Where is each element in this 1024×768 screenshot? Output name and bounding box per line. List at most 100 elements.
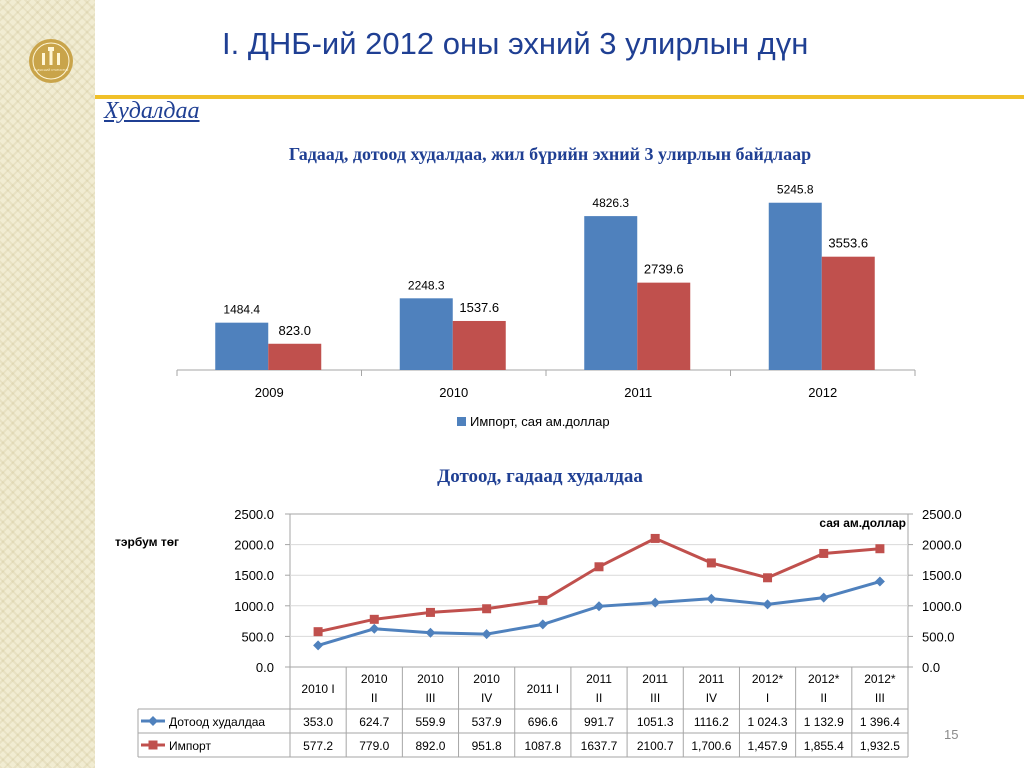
table-value-cell: 1 396.4	[860, 715, 900, 729]
export-bar-label: 2739.6	[644, 262, 684, 277]
import-bar	[584, 216, 638, 370]
table-value-cell: 577.2	[303, 739, 333, 753]
table-category-label: 2012*	[752, 672, 784, 686]
left-y-tick-label: 1000.0	[234, 599, 274, 614]
import-point	[763, 573, 773, 583]
import-legend-marker	[148, 740, 158, 750]
table-category-label: I	[766, 691, 769, 705]
table-value-cell: 1,855.4	[804, 739, 844, 753]
domestic-trade-point	[706, 593, 717, 604]
table-category-label: 2010	[417, 672, 444, 686]
import-legend-label: Импорт	[169, 739, 211, 753]
bar-legend-label: Импорт, сая ам.доллар	[470, 414, 610, 429]
table-value-cell: 1637.7	[581, 739, 618, 753]
table-value-cell: 1 132.9	[804, 715, 844, 729]
table-category-label: 2012*	[864, 672, 896, 686]
import-bar-label: 5245.8	[777, 183, 814, 197]
table-value-cell: 559.9	[415, 715, 445, 729]
domestic-trade-point	[818, 592, 829, 603]
table-category-label: III	[875, 691, 885, 705]
domestic-trade-point	[369, 623, 380, 634]
import-bar-label: 1484.4	[223, 303, 260, 317]
import-bar	[215, 322, 269, 370]
import-point	[594, 562, 604, 572]
import-bar-label: 4826.3	[592, 196, 629, 210]
left-y-tick-label: 0.0	[256, 660, 274, 675]
bar-chart-title: Гадаад, дотоод худалдаа, жил бүрийн эхни…	[288, 144, 812, 164]
table-category-label: II	[371, 691, 378, 705]
logo-text: ҮНДЭСНИЙ СТАТИСТИК	[34, 68, 69, 72]
table-value-cell: 951.8	[472, 739, 502, 753]
domestic-trade-point	[762, 599, 773, 610]
line-chart-title: Дотоод, гадаад худалдаа	[437, 466, 643, 487]
left-y-tick-label: 2000.0	[234, 538, 274, 553]
import-point	[538, 595, 548, 605]
import-point	[875, 544, 885, 554]
table-value-cell: 2100.7	[637, 739, 674, 753]
table-value-cell: 624.7	[359, 715, 389, 729]
table-category-label: 2012*	[808, 672, 840, 686]
left-y-tick-label: 500.0	[241, 629, 274, 644]
domestic-trade-point	[481, 629, 492, 640]
import-bar	[768, 202, 822, 370]
export-bar	[268, 343, 322, 370]
import-point	[706, 558, 716, 568]
title-divider	[95, 95, 1024, 99]
right-axis-unit: сая ам.доллар	[819, 516, 906, 530]
domestic-legend-marker	[148, 716, 158, 726]
import-line	[317, 536, 881, 634]
domestic-trade-point	[537, 619, 548, 630]
left-axis-unit: тэрбум төг	[115, 535, 179, 549]
table-category-label: II	[596, 691, 603, 705]
left-y-tick-label: 2500.0	[234, 507, 274, 522]
bar-legend-swatch	[457, 417, 466, 426]
table-category-label: II	[820, 691, 827, 705]
bar-category-label: 2010	[439, 385, 468, 400]
section-heading: Худалдаа	[104, 98, 200, 124]
table-category-label: 2011	[586, 672, 612, 686]
table-value-cell: 1087.8	[524, 739, 561, 753]
export-bar	[452, 320, 506, 370]
decorative-side-strip: ҮНДЭСНИЙ СТАТИСТИК	[0, 0, 95, 768]
right-y-tick-label: 1500.0	[922, 568, 962, 583]
table-value-cell: 537.9	[472, 715, 502, 729]
table-value-cell: 991.7	[584, 715, 614, 729]
right-y-tick-label: 500.0	[922, 629, 955, 644]
import-point	[425, 607, 435, 617]
import-point	[369, 614, 379, 624]
domestic-trade-line	[317, 580, 881, 647]
table-value-cell: 353.0	[303, 715, 333, 729]
export-bar-label: 823.0	[278, 323, 311, 338]
table-value-cell: 1,932.5	[860, 739, 900, 753]
import-point	[482, 604, 492, 614]
table-category-label: IV	[481, 691, 492, 705]
slide-title: I. ДНБ-ий 2012 оны эхний 3 улирлын дүн	[222, 26, 809, 61]
table-category-label: III	[650, 691, 660, 705]
domestic-trade-point	[874, 576, 885, 587]
table-value-cell: 779.0	[359, 739, 389, 753]
page-number: 15	[944, 727, 959, 742]
table-category-label: 2010	[361, 672, 388, 686]
bar-category-label: 2011	[624, 385, 652, 400]
left-y-tick-label: 1500.0	[234, 568, 274, 583]
table-value-cell: 1116.2	[694, 715, 729, 729]
import-point	[313, 627, 323, 637]
domestic-trade-point	[650, 597, 661, 608]
line-plot-area	[289, 513, 909, 668]
table-value-cell: 1051.3	[637, 715, 674, 729]
domestic-legend-label: Дотоод худалдаа	[169, 715, 265, 729]
table-category-label: 2011	[698, 672, 724, 686]
right-y-tick-label: 1000.0	[922, 599, 962, 614]
bar-category-label: 2012	[808, 385, 837, 400]
import-bar	[399, 298, 453, 370]
export-bar	[637, 282, 691, 370]
import-point	[650, 533, 660, 543]
bar-category-label: 2009	[255, 385, 284, 400]
mongolian-statistics-emblem-icon: ҮНДЭСНИЙ СТАТИСТИК	[29, 39, 73, 83]
right-y-tick-label: 2500.0	[922, 507, 962, 522]
domestic-trade-point	[425, 627, 436, 638]
table-value-cell: 696.6	[528, 715, 558, 729]
table-category-label: 2010 I	[301, 682, 334, 696]
table-value-cell: 1,700.6	[691, 739, 731, 753]
